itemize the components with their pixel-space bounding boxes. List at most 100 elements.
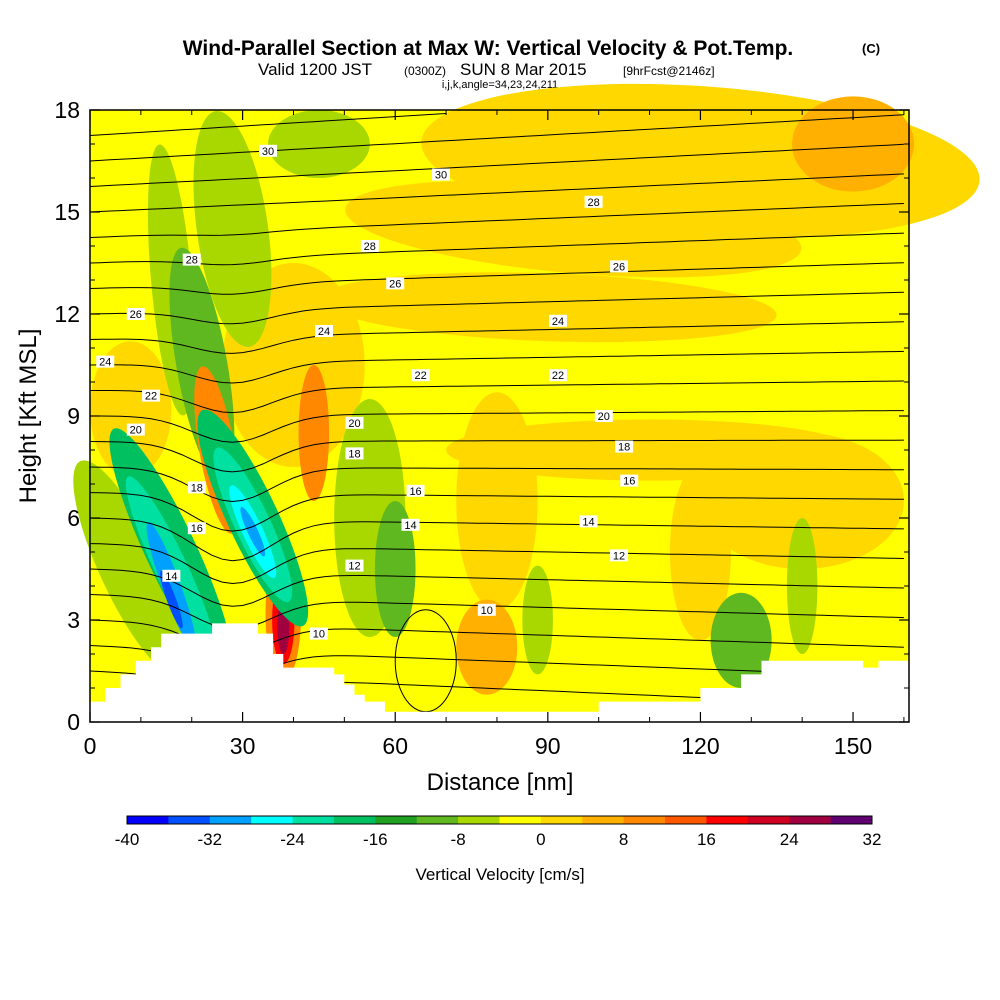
contour-label: 16: [409, 486, 421, 498]
velocity-patch: [710, 592, 772, 689]
contour-label: 12: [348, 561, 360, 573]
colorbar-swatch: [540, 816, 583, 824]
colorbar-swatch: [333, 816, 376, 824]
velocity-patch: [345, 180, 802, 278]
y-tick-label: 0: [67, 709, 80, 735]
colorbar-swatch: [209, 816, 252, 824]
x-tick-label: 150: [834, 733, 872, 759]
y-tick-label: 15: [54, 199, 80, 225]
x-tick-label: 60: [382, 733, 408, 759]
contour-label: 16: [623, 476, 635, 488]
contour-label: 24: [318, 326, 330, 338]
contour-label-bg: [579, 515, 598, 528]
isentrope-line: [89, 113, 447, 136]
chart-title-block: Wind-Parallel Section at Max W: Vertical…: [183, 37, 880, 91]
contour-label: 20: [130, 425, 142, 437]
colorbar-label: -40: [115, 830, 140, 849]
contour-label-bg: [96, 355, 115, 368]
x-tick-label: 0: [84, 733, 97, 759]
colorbar: -40 -32 -24 -16 -8 0 8 16 24 32: [115, 815, 882, 849]
contour-label: 18: [618, 442, 630, 454]
contour-label: 22: [415, 370, 427, 382]
contour-label: 26: [613, 261, 625, 273]
isentrope-line: [90, 380, 904, 414]
contour-label: 14: [165, 571, 177, 583]
velocity-patch: [160, 570, 183, 629]
contour-label-bg: [549, 314, 567, 327]
colorbar-swatch: [665, 816, 707, 824]
valid-time-label: Valid 1200 JST: [258, 60, 372, 79]
contour-label: 18: [191, 482, 203, 494]
colorbar-label: -8: [451, 830, 466, 849]
colorbar-frame: [126, 815, 873, 825]
contour-label: 10: [313, 629, 325, 641]
x-tick-label: 120: [681, 733, 719, 759]
colorbar-swatch: [582, 816, 625, 824]
contour-label: 14: [582, 516, 594, 528]
velocity-patch: [268, 110, 370, 178]
isentrope-line: [89, 291, 904, 325]
x-tick-label: 30: [230, 733, 256, 759]
colorbar-swatch: [747, 816, 790, 824]
velocity-patch: [319, 272, 777, 343]
y-tick-label: 6: [67, 505, 80, 531]
date-label: SUN 8 Mar 2015: [460, 60, 587, 79]
contour-label: 28: [364, 241, 376, 253]
velocity-patch: [298, 365, 330, 501]
colorbar-swatch: [251, 816, 294, 824]
isentrope-line: [89, 492, 904, 532]
colorbar-label: 0: [536, 830, 545, 849]
y-tick-label: 3: [67, 607, 80, 633]
contour-label-bg: [594, 410, 613, 422]
isentrope-line: [89, 203, 904, 238]
contour-label-bg: [411, 369, 430, 382]
contour-label: 16: [191, 523, 203, 535]
contour-label-bg: [345, 447, 364, 460]
chart-title: Wind-Parallel Section at Max W: Vertical…: [183, 37, 794, 60]
contour-label-bg: [401, 518, 420, 531]
colorbar-label: -16: [363, 830, 388, 849]
contour-label: 30: [435, 170, 447, 182]
velocity-patch: [792, 96, 915, 192]
contour-label-bg: [386, 277, 405, 290]
colorbar-swatch: [458, 816, 500, 824]
colorbar-swatch: [416, 816, 459, 824]
colorbar-label: 8: [619, 830, 628, 849]
contour-label-bg: [315, 325, 333, 337]
y-axis-title: Height [Kft MSL]: [15, 329, 42, 504]
velocity-patch: [700, 433, 904, 569]
contour-label-bg: [406, 484, 425, 497]
y-tick-label: 12: [54, 301, 80, 327]
contour-label: 22: [552, 370, 564, 382]
axis-ticks: 0 30 60 90 120 150 0 3 6 9 12 15 18: [54, 97, 909, 759]
velocity-patch: [522, 565, 553, 675]
colorbar-label: 24: [780, 830, 799, 849]
contour-label-bg: [477, 603, 496, 616]
isentrope-line: [89, 568, 904, 607]
colorbar-swatch: [499, 816, 542, 824]
colorbar-swatch: [168, 816, 211, 824]
colorbar-label: 32: [863, 830, 882, 849]
isentrope-line: [89, 350, 904, 384]
velocity-patch: [456, 392, 538, 610]
colorbar-label: -32: [197, 830, 222, 849]
isentrope-line: [89, 439, 904, 473]
terrain-mask: [90, 623, 909, 722]
contour-label-bg: [549, 369, 567, 382]
colorbar-swatch: [623, 816, 666, 824]
contour-label-bg: [187, 481, 206, 494]
colorbar-label: -24: [280, 830, 305, 849]
contour-label: 26: [130, 309, 142, 321]
colorbar-swatch: [127, 816, 169, 824]
contour-label-bg: [126, 308, 145, 320]
isentrope-line: [89, 543, 904, 585]
velocity-patch: [73, 460, 189, 678]
isentrope-line: [89, 114, 904, 162]
contour-label: 20: [598, 411, 610, 423]
y-tick-label: 18: [54, 97, 80, 123]
contour-label: 24: [552, 316, 564, 328]
contour-label-bg: [584, 195, 603, 208]
velocity-patch: [456, 599, 518, 695]
contour-label-bg: [309, 627, 328, 640]
